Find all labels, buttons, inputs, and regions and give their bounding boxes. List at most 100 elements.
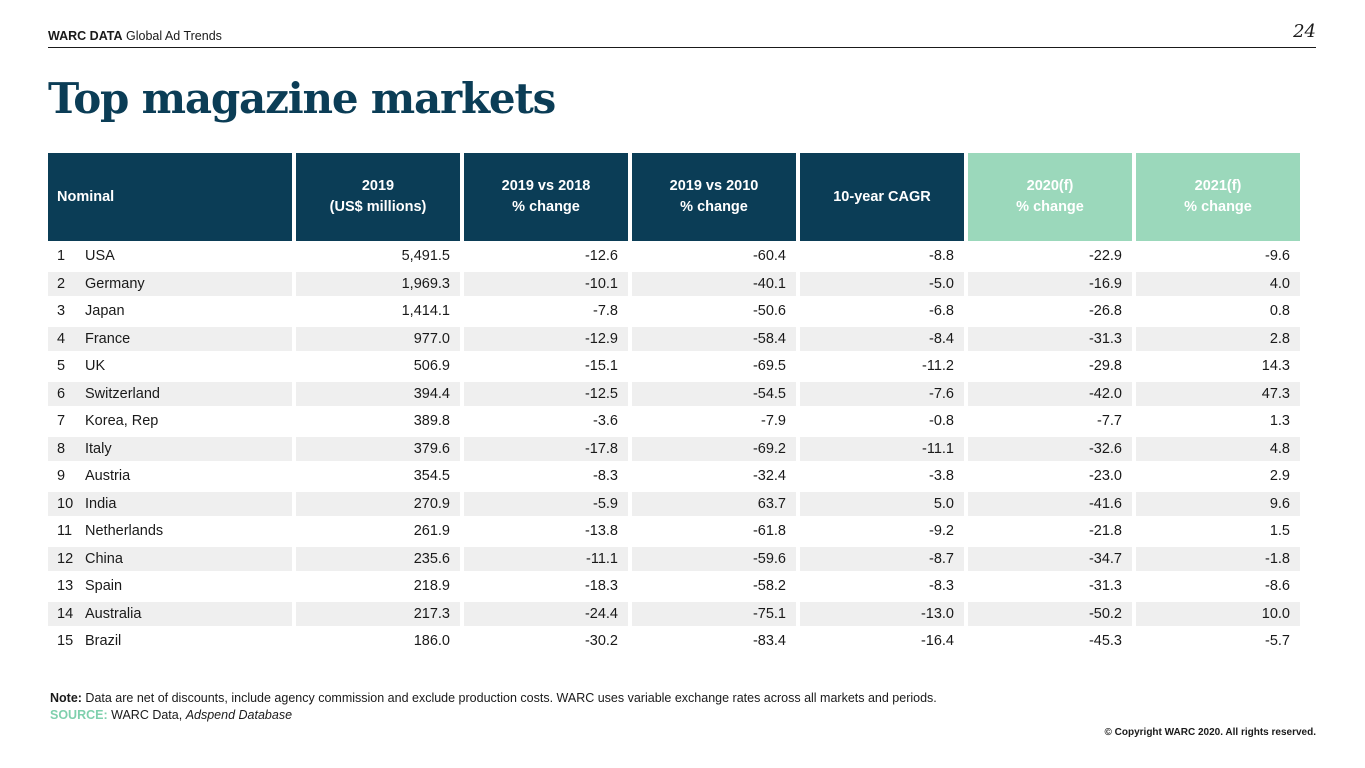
value-cell-vs2010: -83.4 (632, 629, 796, 654)
market-name: USA (85, 248, 115, 265)
value-cell-f2021: 1.3 (1136, 409, 1300, 434)
table-row: 8 Italy 379.6 -17.8 -69.2 -11.1 -32.6 4.8 (48, 436, 1300, 461)
col-header-2020f: 2020(f)% change (968, 153, 1132, 241)
value-cell-f2020: -23.0 (968, 464, 1132, 489)
top-bar: WARC DATA Global Ad Trends 24 (48, 21, 1316, 48)
magazine-markets-table: Nominal 2019 (US$ millions) 2019 vs 2018%… (44, 150, 1304, 657)
footnote: Note: Data are net of discounts, include… (50, 690, 937, 724)
market-name: Italy (85, 440, 112, 457)
rank-label: 11 (57, 523, 73, 540)
value-cell-vs2010: -58.2 (632, 574, 796, 599)
value-cell-f2020: -45.3 (968, 629, 1132, 654)
value-cell-f2020: -21.8 (968, 519, 1132, 544)
header-row: Nominal 2019 (US$ millions) 2019 vs 2018%… (48, 153, 1300, 241)
col-header-2019-vs-2018: 2019 vs 2018% change (464, 153, 628, 241)
value-cell-vs2010: 63.7 (632, 491, 796, 516)
value-cell-vs2010: -58.4 (632, 326, 796, 351)
market-name: Switzerland (85, 385, 160, 402)
brand-bold: WARC DATA (48, 29, 123, 43)
market-name: Spain (85, 578, 123, 595)
market-name: France (85, 330, 131, 347)
table-row: 10 India 270.9 -5.9 63.7 5.0 -41.6 9.6 (48, 491, 1300, 516)
market-cell: 15 Brazil (48, 629, 292, 654)
value-cell-vs2018: -15.1 (464, 354, 628, 379)
value-cell-v2019: 218.9 (296, 574, 460, 599)
value-cell-v2019: 977.0 (296, 326, 460, 351)
page-number: 24 (1293, 21, 1316, 42)
market-cell: 12 China (48, 546, 292, 571)
table-row: 9 Austria 354.5 -8.3 -32.4 -3.8 -23.0 2.9 (48, 464, 1300, 489)
rank-label: 7 (57, 413, 66, 430)
rank-label: 4 (57, 330, 66, 347)
market-cell: 9 Austria (48, 464, 292, 489)
rank-label: 13 (57, 578, 74, 595)
col-header-2021f: 2021(f)% change (1136, 153, 1300, 241)
table-row: 1 USA 5,491.5 -12.6 -60.4 -8.8 -22.9 -9.6 (48, 244, 1300, 269)
value-cell-cagr: -7.6 (800, 381, 964, 406)
table-row: 2 Germany 1,969.3 -10.1 -40.1 -5.0 -16.9 4.0 (48, 271, 1300, 296)
value-cell-cagr: -8.7 (800, 546, 964, 571)
table-row: 14 Australia 217.3 -24.4 -75.1 -13.0 -50.2 10.0 (48, 601, 1300, 626)
source-label: SOURCE: (50, 708, 108, 722)
table-row: 3 Japan 1,414.1 -7.8 -50.6 -6.8 -26.8 0.8 (48, 299, 1300, 324)
market-cell: 1 USA (48, 244, 292, 269)
market-cell: 13 Spain (48, 574, 292, 599)
page-title: Top magazine markets (48, 74, 556, 123)
value-cell-v2019: 379.6 (296, 436, 460, 461)
rank-label: 14 (57, 605, 74, 622)
value-cell-vs2018: -12.9 (464, 326, 628, 351)
value-cell-vs2018: -13.8 (464, 519, 628, 544)
market-name: India (85, 495, 117, 512)
value-cell-cagr: -8.8 (800, 244, 964, 269)
market-name: UK (85, 358, 106, 375)
value-cell-vs2010: -75.1 (632, 601, 796, 626)
value-cell-cagr: -11.2 (800, 354, 964, 379)
value-cell-vs2010: -54.5 (632, 381, 796, 406)
value-cell-f2021: 4.0 (1136, 271, 1300, 296)
value-cell-f2021: 10.0 (1136, 601, 1300, 626)
col-header-nominal: Nominal (48, 153, 292, 241)
market-name: China (85, 550, 123, 567)
value-cell-v2019: 235.6 (296, 546, 460, 571)
value-cell-cagr: -9.2 (800, 519, 964, 544)
rank-label: 1 (57, 248, 66, 265)
value-cell-vs2018: -12.6 (464, 244, 628, 269)
value-cell-cagr: -8.4 (800, 326, 964, 351)
market-name: Austria (85, 468, 131, 485)
value-cell-vs2018: -30.2 (464, 629, 628, 654)
value-cell-cagr: 5.0 (800, 491, 964, 516)
value-cell-f2020: -31.3 (968, 326, 1132, 351)
value-cell-f2020: -26.8 (968, 299, 1132, 324)
table-row: 15 Brazil 186.0 -30.2 -83.4 -16.4 -45.3 -5.7 (48, 629, 1300, 654)
value-cell-cagr: -11.1 (800, 436, 964, 461)
value-cell-v2019: 1,969.3 (296, 271, 460, 296)
value-cell-f2021: 1.5 (1136, 519, 1300, 544)
rank-label: 3 (57, 303, 66, 320)
value-cell-f2021: -9.6 (1136, 244, 1300, 269)
value-cell-v2019: 506.9 (296, 354, 460, 379)
value-cell-vs2018: -3.6 (464, 409, 628, 434)
rank-label: 10 (57, 495, 74, 512)
rank-label: 5 (57, 358, 66, 375)
value-cell-vs2018: -17.8 (464, 436, 628, 461)
value-cell-vs2018: -18.3 (464, 574, 628, 599)
value-cell-v2019: 394.4 (296, 381, 460, 406)
table-row: 11 Netherlands 261.9 -13.8 -61.8 -9.2 -21.8 1.5 (48, 519, 1300, 544)
value-cell-v2019: 261.9 (296, 519, 460, 544)
rank-label: 6 (57, 385, 66, 402)
value-cell-f2021: 4.8 (1136, 436, 1300, 461)
value-cell-f2021: 14.3 (1136, 354, 1300, 379)
value-cell-vs2010: -69.2 (632, 436, 796, 461)
market-cell: 11 Netherlands (48, 519, 292, 544)
note-line: Note: Data are net of discounts, include… (50, 690, 937, 707)
value-cell-v2019: 186.0 (296, 629, 460, 654)
market-name: Japan (85, 303, 125, 320)
value-cell-vs2010: -7.9 (632, 409, 796, 434)
value-cell-cagr: -3.8 (800, 464, 964, 489)
market-name: Germany (85, 275, 145, 292)
value-cell-cagr: -6.8 (800, 299, 964, 324)
value-cell-f2020: -41.6 (968, 491, 1132, 516)
market-cell: 5 UK (48, 354, 292, 379)
value-cell-vs2010: -50.6 (632, 299, 796, 324)
source-text: WARC Data, (107, 708, 186, 722)
